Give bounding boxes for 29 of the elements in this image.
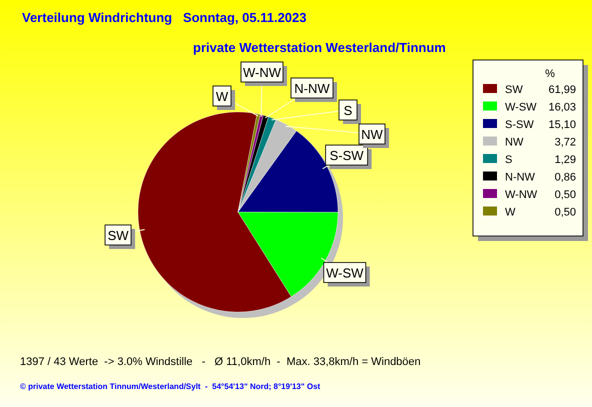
legend-label: W-NW bbox=[505, 189, 538, 201]
legend-label: SW bbox=[505, 84, 524, 96]
legend-label: W bbox=[505, 206, 516, 218]
legend-label: NW bbox=[505, 136, 524, 148]
slice-label: S-SW bbox=[330, 148, 364, 164]
legend-label: S bbox=[505, 154, 512, 166]
text: © private Wetterstation Tinnum/Westerland/Sylt - 54°54'13" Nord; 8°19'13" Ost bbox=[20, 382, 321, 391]
chart-subtitle: private Wetterstation Westerland/Tinnum bbox=[193, 40, 446, 55]
data-label: 61,99 bbox=[548, 84, 576, 96]
data-label: 0,50 bbox=[554, 206, 576, 218]
data-label: 16,03 bbox=[548, 102, 576, 114]
slice-label: N-NW bbox=[294, 81, 330, 96]
legend-label: N-NW bbox=[505, 172, 536, 184]
legend-title: % bbox=[545, 68, 556, 80]
data-label: 0,86 bbox=[554, 172, 576, 184]
chart-title: Verteilung Windrichtung Sonntag, 05.11.2023 bbox=[22, 10, 307, 25]
data-label: 3,72 bbox=[554, 136, 576, 148]
slice-label: S bbox=[344, 103, 353, 118]
slice-label: W-SW bbox=[326, 266, 364, 281]
slice-label: SW bbox=[108, 228, 130, 243]
slice-label: W-NW bbox=[242, 65, 282, 80]
text: 1397 / 43 Werte -> 3.0% Windstille - Ø 11,0km/h - Max. 33,8km/h = Windböen bbox=[20, 356, 421, 368]
slice-label: W bbox=[216, 89, 229, 104]
legend-label: S-SW bbox=[505, 119, 534, 131]
slice-label: NW bbox=[361, 127, 384, 142]
data-label: 1,29 bbox=[554, 154, 576, 166]
data-label: 0,50 bbox=[554, 189, 576, 201]
data-label: 15,10 bbox=[548, 119, 576, 131]
legend-label: W-SW bbox=[505, 102, 538, 114]
